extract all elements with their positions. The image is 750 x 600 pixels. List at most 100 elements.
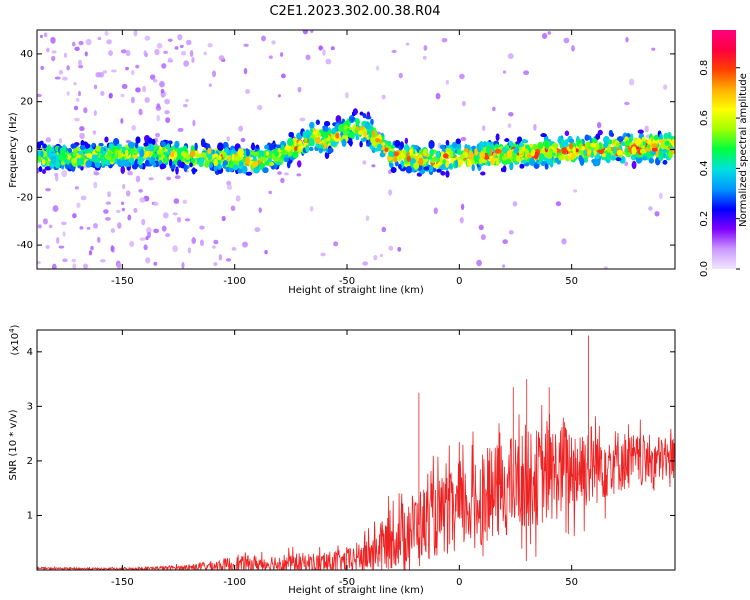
spectrogram-cell — [345, 92, 349, 99]
spectrogram-cell — [153, 261, 158, 266]
spectrogram-cell — [258, 207, 262, 213]
spectrogram-cell — [502, 264, 506, 268]
spectrogram-cell — [433, 207, 438, 215]
spectrogram-cell — [86, 226, 91, 230]
spectrogram-cell — [62, 258, 68, 263]
spectrogram-cell — [167, 57, 172, 61]
spectrogram-cell — [113, 138, 120, 146]
spectrogram-cell — [370, 118, 374, 126]
spectrogram-cell — [212, 245, 216, 249]
spectrogram-cell — [238, 125, 244, 132]
spectrogram-cell — [271, 165, 275, 170]
spectrogram-cell — [127, 214, 132, 221]
spectrogram-cell — [235, 195, 241, 202]
spectrogram-cell — [240, 137, 246, 143]
spectrogram-cell — [440, 171, 446, 176]
spectrogram-cell — [93, 110, 97, 117]
spectrogram-cell — [116, 209, 121, 214]
spectrogram-cell — [508, 230, 514, 235]
spectrogram-cell — [104, 136, 109, 143]
spectrogram-cell — [110, 245, 114, 253]
spectrogram-cell — [524, 139, 528, 144]
spectrogram-cell — [180, 50, 187, 56]
spectrogram-cell — [435, 92, 441, 100]
spectrogram-cell — [540, 161, 546, 166]
spectrogram-cell — [146, 227, 152, 234]
spectrogram-cell — [61, 221, 67, 226]
spectrogram-cell — [460, 203, 465, 210]
spectrogram-cell — [177, 127, 184, 132]
spectrogram-cell — [648, 158, 654, 164]
spectrogram-cell — [92, 130, 97, 135]
spectrogram-cell — [280, 73, 286, 79]
spectrogram-cell — [141, 218, 146, 226]
spectrogram-cell — [365, 115, 372, 120]
spectrogram-cell — [199, 225, 205, 230]
spectrogram-cell — [133, 30, 138, 37]
spectrogram-cell — [138, 189, 143, 193]
spectrogram-cell — [161, 225, 167, 232]
spectrogram-cell — [63, 52, 68, 58]
spectrogram-cell — [245, 89, 250, 94]
spectrogram-cell — [45, 137, 52, 143]
spectrogram-cell — [147, 231, 152, 239]
spectrogram-cell — [156, 42, 163, 49]
spectrogram-cell — [46, 47, 50, 53]
spectrogram-cell — [191, 56, 195, 64]
spectrogram-cell — [106, 39, 112, 45]
spectrogram-cell — [512, 201, 518, 207]
spectrogram-cell — [573, 189, 578, 193]
spectrogram-cell — [231, 153, 236, 162]
spectrogram-cell — [264, 144, 270, 150]
spectrogram-cell — [175, 166, 179, 175]
spectrogram-cell — [459, 73, 465, 80]
spectrogram-cell — [121, 207, 125, 212]
spectrogram-cell — [584, 157, 588, 163]
spectrogram-cell — [161, 63, 167, 69]
spectrogram-cell — [628, 78, 635, 86]
spectrogram-cell — [221, 215, 226, 222]
spectrogram-cell — [78, 64, 84, 69]
spectrogram-cell — [376, 65, 380, 71]
spectrogram-cell — [331, 128, 336, 135]
spectrogram-cell — [478, 224, 484, 231]
spectrogram-cell — [77, 59, 83, 66]
spectrogram-cell — [661, 148, 668, 153]
spectrogram-cell — [80, 140, 85, 147]
spectrogram-cell — [662, 152, 667, 159]
spectrogram-cell — [280, 177, 285, 184]
spectrogram-cell — [97, 36, 102, 41]
spectrogram-cell — [423, 44, 428, 51]
spectrogram-cell — [324, 151, 330, 160]
spectrogram-cell — [404, 137, 409, 145]
spectrogram-cell — [625, 36, 629, 43]
spectrogram-cell — [56, 154, 60, 161]
spectrogram-cell — [143, 244, 148, 251]
spectrogram-cell — [620, 141, 626, 147]
spectrogram-cell — [107, 191, 111, 198]
spectrogram-cell — [135, 64, 140, 69]
spectrogram-cell — [242, 241, 248, 248]
spectrogram-cell — [459, 217, 464, 224]
spectrogram-cell — [72, 213, 77, 219]
spectrogram-cell — [73, 105, 79, 111]
spectrogram-cell — [602, 143, 609, 149]
spectrogram-cell — [654, 211, 660, 217]
spectrogram-cell — [43, 32, 48, 38]
spectrogram-cell — [120, 93, 125, 98]
spectrogram-cell — [213, 239, 219, 245]
spectrogram-cell — [42, 169, 46, 174]
spectrogram-cell — [422, 55, 427, 60]
spectrogram-cell — [476, 259, 482, 267]
spectrogram-cell — [502, 239, 508, 245]
spectrogram-cell — [95, 71, 102, 78]
spectrogram-cell — [174, 46, 179, 50]
spectrogram-cell — [457, 159, 463, 166]
spectrogram-cell — [297, 86, 302, 93]
spectrogram-cell — [143, 50, 147, 57]
spectrogram-cell — [149, 74, 156, 80]
spectrogram-cell — [250, 145, 256, 149]
spectrogram-cell — [83, 263, 88, 269]
spectrogram-cell — [50, 36, 56, 44]
